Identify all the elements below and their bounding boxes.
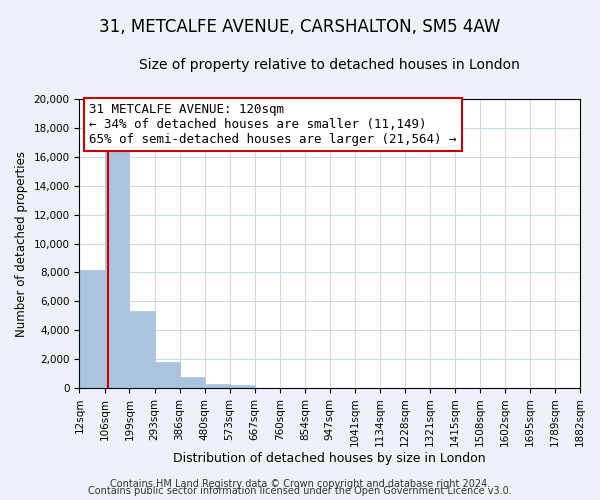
Bar: [104, 148, 130, 388]
Bar: [155, 362, 179, 388]
X-axis label: Distribution of detached houses by size in London: Distribution of detached houses by size …: [173, 452, 486, 465]
Title: Size of property relative to detached houses in London: Size of property relative to detached ho…: [139, 58, 520, 71]
Text: 31 METCALFE AVENUE: 120sqm
← 34% of detached houses are smaller (11,149)
65% of : 31 METCALFE AVENUE: 120sqm ← 34% of deta…: [89, 104, 457, 146]
Bar: [79, 270, 104, 388]
Text: 31, METCALFE AVENUE, CARSHALTON, SM5 4AW: 31, METCALFE AVENUE, CARSHALTON, SM5 4AW: [100, 18, 500, 36]
Text: Contains public sector information licensed under the Open Government Licence v3: Contains public sector information licen…: [88, 486, 512, 496]
Bar: [205, 384, 230, 388]
Bar: [130, 312, 155, 388]
Y-axis label: Number of detached properties: Number of detached properties: [15, 150, 28, 336]
Bar: [230, 385, 255, 388]
Bar: [179, 377, 205, 388]
Text: Contains HM Land Registry data © Crown copyright and database right 2024.: Contains HM Land Registry data © Crown c…: [110, 479, 490, 489]
